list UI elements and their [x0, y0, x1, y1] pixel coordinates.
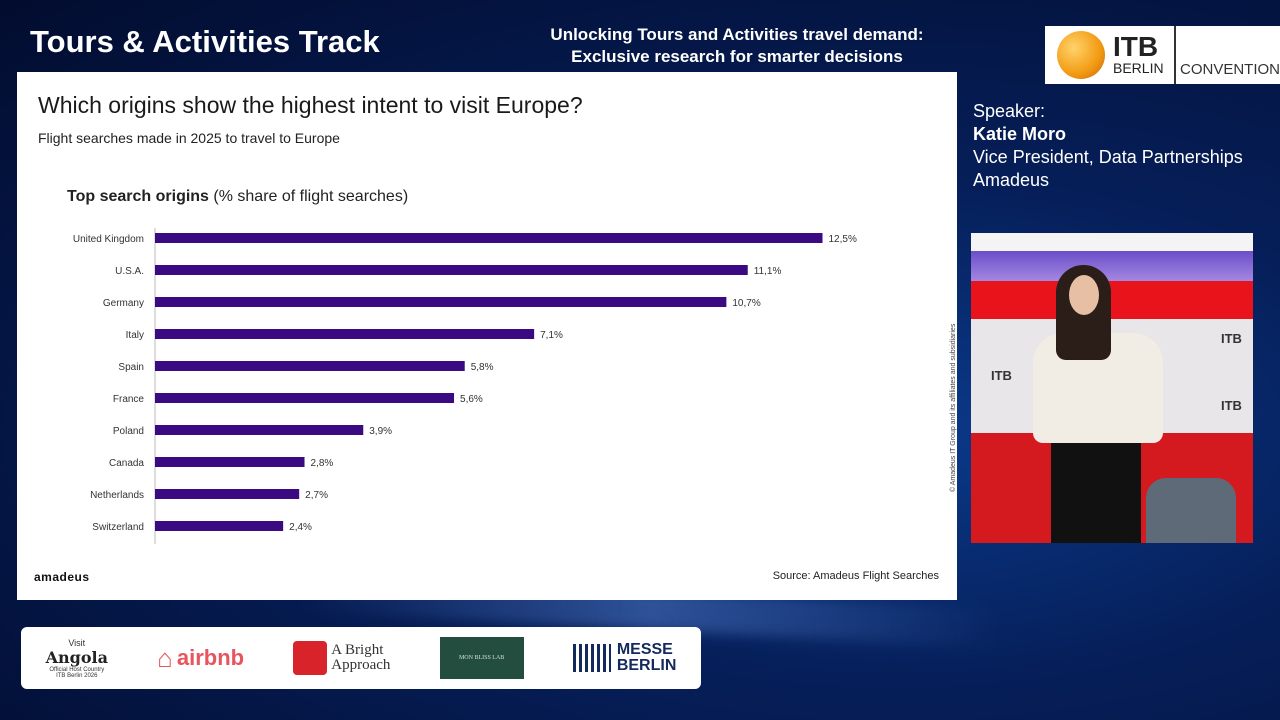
track-title: Tours & Activities Track: [30, 24, 380, 59]
bar: [155, 329, 535, 339]
bar: [155, 361, 465, 371]
data-label: 11,1%: [754, 266, 782, 277]
logo-convention: CONVENTION: [1179, 61, 1280, 78]
bar: [155, 393, 455, 403]
bar: [155, 233, 823, 243]
angola-note1: Official Host Country: [49, 666, 105, 673]
bright-line2: Approach: [331, 657, 391, 673]
airbnb-name: airbnb: [176, 645, 245, 670]
data-label: 7,1%: [540, 330, 563, 341]
category-label: Italy: [126, 330, 144, 341]
sponsor-visit-angola: Visit Angola Official Host Country ITB Berl…: [46, 638, 108, 679]
video-itb-logo: ITB: [1221, 398, 1242, 413]
category-label: Netherlands: [90, 490, 144, 501]
speaker-video: ITB ITB ITB: [971, 233, 1253, 543]
bar: [155, 425, 364, 435]
bar-chart: United Kingdom 12,5% U.S.A. 11,1% Germany 10,…: [73, 228, 857, 544]
session-title-line2: Exclusive research for smarter decisions: [571, 47, 903, 66]
data-label: 12,5%: [829, 234, 857, 245]
bar: [155, 265, 748, 275]
data-label: 2,8%: [311, 458, 334, 469]
chart-title: Top search origins (% share of flight se…: [67, 188, 408, 206]
sponsor-a-bright-approach: A Bright Approach: [293, 641, 390, 675]
speaker-company: Amadeus: [973, 170, 1050, 190]
speaker-name: Katie Moro: [973, 124, 1067, 144]
messe-icon: [572, 644, 611, 672]
copyright-note: © Amadeus IT Group and its affiliates an…: [950, 323, 957, 492]
chart-title-rest: (% share of flight searches): [208, 188, 409, 205]
video-itb-logo: ITB: [1221, 331, 1242, 346]
category-label: Switzerland: [92, 522, 144, 533]
category-label: Germany: [103, 298, 144, 309]
category-label: United Kingdom: [73, 234, 144, 245]
data-label: 5,6%: [460, 394, 483, 405]
session-title-line1: Unlocking Tours and Activities travel de…: [550, 25, 924, 44]
data-label: 3,9%: [369, 426, 392, 437]
slide-subtitle: Flight searches made in 2025 to travel t…: [38, 130, 340, 146]
category-label: U.S.A.: [115, 266, 144, 277]
bright-line1: A Bright: [331, 642, 384, 658]
speaker-info: Speaker: Katie Moro Vice President, Data…: [973, 100, 1243, 192]
airbnb-icon: ⌂: [157, 642, 173, 673]
data-label: 2,7%: [305, 490, 328, 501]
logo-berlin: BERLIN: [1113, 60, 1164, 76]
sponsor-mon-bliss-lab: MON BLISS LAB: [439, 637, 524, 679]
lightbulb-icon: [293, 641, 328, 675]
bar: [155, 297, 727, 307]
angola-name: Angola: [45, 647, 108, 667]
angola-visit: Visit: [68, 637, 86, 648]
category-label: Spain: [118, 362, 144, 373]
video-itb-logo: ITB: [991, 368, 1012, 383]
data-label: 2,4%: [289, 522, 312, 533]
category-label: France: [113, 394, 145, 405]
data-label: 5,8%: [471, 362, 494, 373]
bar: [155, 457, 305, 467]
speaker-label: Speaker:: [973, 101, 1046, 121]
chair: [1146, 478, 1236, 543]
sponsor-bar: Visit Angola Official Host Country ITB Berl…: [21, 627, 701, 689]
sponsor-messe-berlin: MESSE BERLIN: [572, 641, 677, 674]
category-label: Canada: [109, 458, 144, 469]
angola-note2: ITB Berlin 2026: [56, 672, 98, 679]
globe-icon: [1057, 31, 1105, 79]
session-title: Unlocking Tours and Activities travel de…: [500, 24, 974, 68]
source-note: Source: Amadeus Flight Searches: [772, 570, 939, 582]
bar: [155, 489, 300, 499]
category-label: Poland: [113, 426, 144, 437]
logo-itb: ITB: [1113, 31, 1159, 62]
messe-line2: BERLIN: [616, 657, 677, 674]
bar: [155, 521, 284, 531]
amadeus-logo: amadeus: [34, 570, 90, 584]
data-label: 10,7%: [732, 298, 760, 309]
presentation-slide: Which origins show the highest intent to…: [17, 72, 957, 600]
sponsor-airbnb: ⌂ airbnb: [157, 643, 244, 674]
slide-title: Which origins show the highest intent to…: [38, 92, 583, 118]
itb-berlin-convention-logo: ITB BERLIN CONVENTION: [1045, 26, 1280, 84]
chart-title-bold: Top search origins: [67, 188, 209, 205]
messe-line1: MESSE: [616, 641, 673, 658]
speaker-role: Vice President, Data Partnerships: [973, 147, 1243, 167]
